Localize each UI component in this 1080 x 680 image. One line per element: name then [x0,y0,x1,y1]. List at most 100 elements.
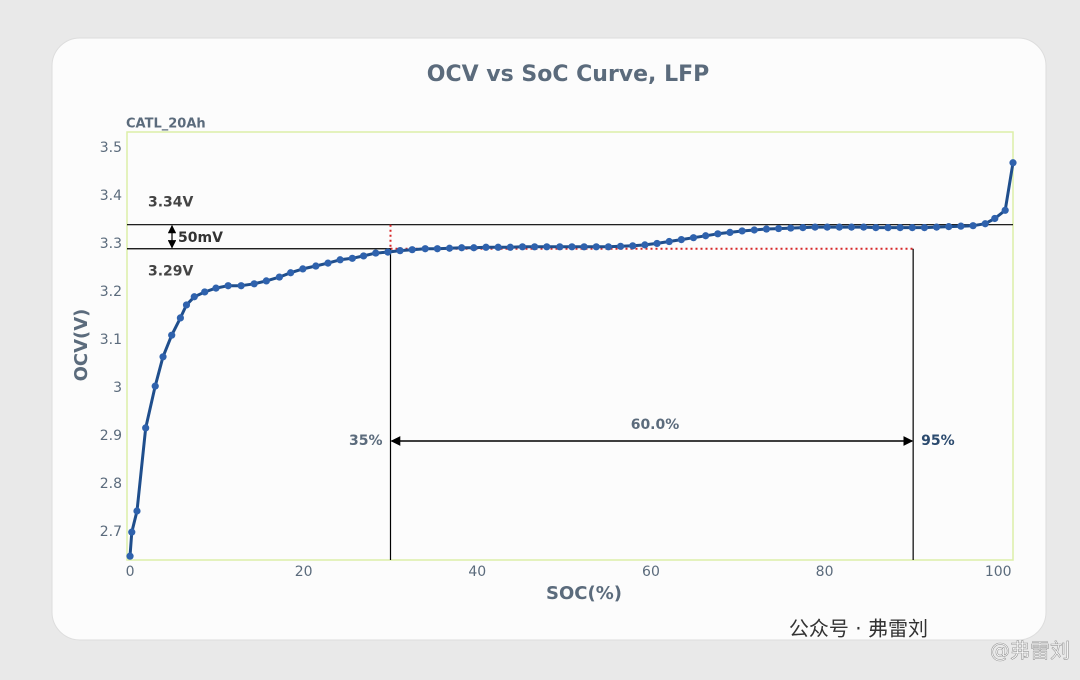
delta-label: 50mV [178,230,223,246]
ocv-point [823,223,831,231]
ocv-point [372,249,380,257]
ocv-point [1009,159,1017,167]
ocv-point [896,223,904,232]
ocv-point [799,223,807,232]
y-tick-label: 3 [113,380,122,396]
x-axis-label: SOC(%) [546,583,622,604]
ocv-point [592,243,600,251]
ocv-point [847,223,856,231]
ocv-point [969,222,977,230]
ocv-point [714,230,722,238]
ocv-point [458,244,466,252]
ocv-point [494,243,502,251]
ocv-point [957,222,965,230]
ocv-point [531,243,539,251]
ocv-point [543,243,551,251]
ocv-point [190,293,198,301]
y-tick-label: 3.3 [100,236,122,252]
ocv-point [396,247,404,255]
ocv-point [151,382,159,390]
ocv-point [884,223,892,232]
ocv-point [629,242,637,250]
span-label: 60.0% [631,417,680,433]
x-tick-label: 20 [295,564,313,580]
y-tick-label: 2.7 [100,524,122,540]
ocv-point [981,220,989,228]
level-label: 3.34V [148,195,194,211]
soc-label: 35% [349,433,383,449]
watermark: 公众号 · 弗雷刘 [789,617,928,641]
ocv-point [421,245,429,253]
ocv-point [128,528,136,536]
plot-frame [126,131,1014,561]
x-tick-label: 0 [126,564,135,580]
ocv-point [726,228,734,236]
ocv-point [142,424,150,432]
ocv-point [738,227,746,235]
ocv-point [991,214,999,223]
y-axis-label: OCV(V) [71,309,92,382]
ocv-point [641,241,649,249]
ocv-point [168,331,176,339]
ocv-point [616,242,625,250]
ocv-point [299,265,307,273]
y-tick-label: 2.9 [100,428,122,444]
ocv-point [908,223,916,232]
ocv-point [237,282,245,290]
ocv-point [518,243,527,251]
ocv-point [835,223,843,231]
ocv-point [433,245,441,253]
ocv-point [336,256,344,264]
x-tick-label: 60 [642,564,660,580]
ocv-point [287,269,295,277]
watermark: @弗雷刘 [990,639,1070,663]
ocv-point [568,243,576,251]
ocv-point [250,280,258,288]
ocv-point [665,237,673,246]
ocv-point [262,277,270,285]
ocv-point [580,243,588,251]
ocv-point [482,243,490,251]
card [51,37,1047,641]
y-tick-label: 2.8 [100,476,122,492]
soc-label: 95% [921,433,955,449]
ocv-point [275,273,283,281]
ocv-point [860,223,868,231]
ocv-point [750,226,758,234]
ocv-point [159,353,167,361]
ocv-point [1001,206,1009,214]
level-label: 3.29V [148,264,194,280]
ocv-point [811,223,819,231]
ocv-point [212,284,220,292]
ocv-point [872,223,880,232]
ocv-point [348,254,356,262]
ocv-point [470,244,478,252]
y-tick-label: 3.1 [100,332,122,348]
ocv-point [384,248,392,256]
ocv-point [201,288,209,296]
ocv-point [702,232,710,240]
ocv-point [506,243,514,251]
ocv-point [556,243,564,251]
ocv-point [126,552,134,560]
ocv-point [762,225,771,233]
y-tick-label: 3.4 [100,188,122,204]
ocv-point [408,246,416,254]
y-tick-label: 3.5 [100,140,122,156]
ocv-point [312,262,320,270]
ocv-point [359,252,368,260]
ocv-point [787,224,795,232]
ocv-point [133,507,141,515]
ocv-point [689,234,698,242]
ocv-point [920,223,929,232]
x-tick-label: 40 [468,564,486,580]
ocv-point [677,236,685,244]
ocv-point [324,259,332,267]
ocv-point [176,314,184,322]
ocv-point [774,224,783,233]
y-tick-label: 3.2 [100,284,122,300]
subtitle: CATL_20Ah [126,117,206,132]
ocv-point [224,282,232,290]
